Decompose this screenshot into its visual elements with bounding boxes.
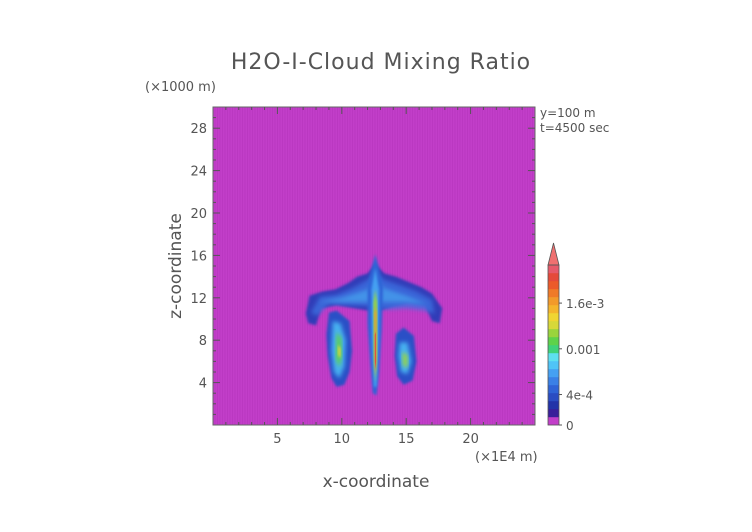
colorbar-frame	[547, 264, 560, 426]
colorbar-swatch	[548, 321, 559, 330]
colorbar-swatch	[548, 337, 559, 346]
colorbar-tick-label: 0	[566, 419, 574, 433]
y-tick-label: 16	[190, 249, 207, 264]
colorbar-swatch	[548, 417, 559, 426]
y-tick-label: 12	[190, 292, 207, 307]
x-tick-label: 20	[462, 432, 479, 447]
colorbar-swatch	[548, 401, 559, 410]
colorbar-swatch	[548, 273, 559, 282]
colorbar-swatch	[548, 361, 559, 370]
annotation-y: y=100 m	[540, 106, 596, 120]
y-tick-label: 28	[190, 122, 207, 137]
x-tick-label: 15	[398, 432, 415, 447]
chart-title: H2O-I-Cloud Mixing Ratio	[231, 50, 531, 75]
annotation-time: t=4500 sec	[540, 121, 609, 135]
colorbar-swatch	[548, 329, 559, 338]
left-column-peak	[337, 344, 341, 359]
colorbar-swatch	[548, 345, 559, 354]
colorbar-swatch	[548, 289, 559, 298]
colorbar-tick-label: 0.001	[566, 343, 600, 357]
colorbar-swatch	[548, 313, 559, 322]
colorbar-swatch	[548, 393, 559, 402]
y-tick-label: 24	[190, 165, 207, 180]
colorbar-swatch	[548, 281, 559, 290]
colorbar-swatch	[548, 369, 559, 378]
x-axis-label: x-coordinate	[323, 472, 430, 492]
colorbar-swatch	[548, 385, 559, 394]
y-unit-label: (×1000 m)	[145, 80, 216, 95]
right-column-core	[402, 351, 408, 368]
y-axis: 4 8 12 16 20 24 28	[190, 117, 535, 415]
colorbar-swatch	[548, 353, 559, 362]
colorbar-swatch	[548, 409, 559, 418]
x-unit-label: (×1E4 m)	[475, 450, 538, 465]
plot-area	[212, 106, 536, 426]
colorbar-swatch	[548, 377, 559, 386]
y-tick-label: 8	[199, 334, 207, 349]
core-max	[374, 331, 377, 370]
colorbar-extend-arrow	[547, 242, 560, 266]
y-axis-label: z-coordinate	[166, 213, 186, 319]
x-axis: 5 10 15 20	[225, 107, 523, 447]
colorbar-swatch	[548, 297, 559, 306]
colorbar-swatch	[548, 265, 559, 274]
y-tick-label: 4	[199, 377, 207, 392]
x-tick-label: 5	[273, 432, 281, 447]
colorbar: 0 4e-4 0.001 1.6e-3	[547, 242, 604, 433]
colorbar-tick-label: 1.6e-3	[566, 297, 604, 311]
colorbar-swatch	[548, 305, 559, 314]
y-tick-label: 20	[190, 207, 207, 222]
x-tick-label: 10	[334, 432, 351, 447]
field-grid	[214, 107, 533, 425]
cloud-field	[305, 254, 443, 396]
colorbar-tick-label: 4e-4	[566, 389, 593, 403]
